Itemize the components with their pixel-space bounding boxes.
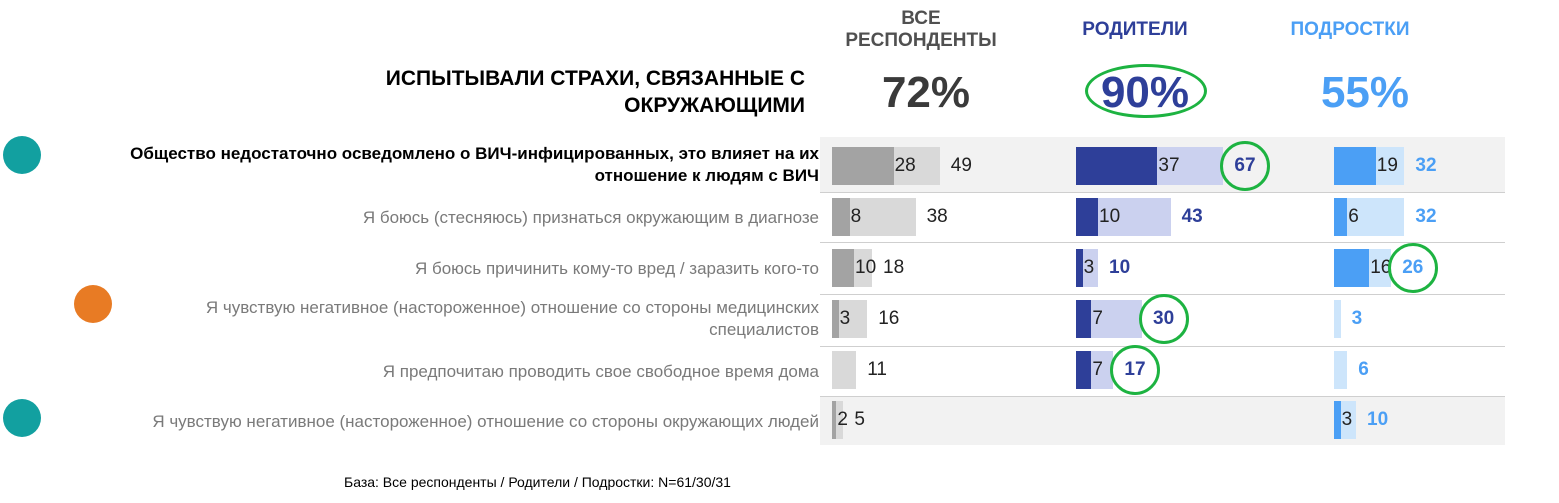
data-label-outer-all: 49 [950, 155, 972, 176]
data-label-outer-all: 18 [883, 257, 905, 278]
data-label-outer-teens: 3 [1351, 308, 1363, 329]
data-label-inner-teens: 3 [1341, 409, 1353, 430]
bar-inner-teens [1334, 249, 1370, 287]
row-separator [820, 346, 1505, 347]
group-header-all: ВСЕ РЕСПОНДЕНТЫ [845, 8, 997, 51]
bar-inner-all [832, 401, 837, 439]
bar-inner-parents [1076, 147, 1158, 185]
row-separator [820, 192, 1505, 193]
data-label-highlight-ring [1220, 141, 1271, 191]
data-label-inner-all: 3 [839, 308, 851, 329]
bar-inner-all [832, 147, 894, 185]
bar-inner-teens [1334, 147, 1376, 185]
data-label-inner-parents: 10 [1099, 206, 1121, 227]
group-total-highlight-ring [1085, 64, 1207, 118]
data-label-outer-teens: 32 [1415, 206, 1437, 227]
group-total-teens: 55% [1320, 68, 1410, 117]
category-label-1: Общество недостаточно осведомлено о ВИЧ-… [130, 144, 819, 185]
data-label-outer-teens: 32 [1415, 155, 1437, 176]
bar-inner-teens [1334, 401, 1341, 439]
data-label-inner-teens: 6 [1348, 206, 1359, 227]
bar-outer-teens [1334, 300, 1341, 338]
data-label-outer-all: 16 [878, 308, 900, 329]
data-label-outer-teens: 10 [1367, 409, 1389, 430]
data-label-inner-teens: 19 [1376, 155, 1398, 176]
data-label-inner-all: 28 [894, 155, 916, 176]
data-label-outer-teens: 6 [1358, 359, 1369, 380]
base-note: База: Все респонденты / Родители / Подро… [344, 474, 731, 490]
data-label-outer-all: 5 [854, 409, 865, 430]
data-label-inner-parents: 3 [1083, 257, 1095, 278]
group-header-teens: ПОДРОСТКИ [1290, 19, 1410, 40]
bar-inner-all [832, 249, 854, 287]
data-label-inner-teens: 16 [1370, 257, 1392, 278]
data-label-inner-all: 10 [855, 257, 877, 278]
row-separator [820, 242, 1505, 243]
category-label-6: Я чувствую негативное (настороженное) от… [152, 412, 819, 431]
row-highlight-6 [820, 397, 1505, 445]
bar-inner-parents [1076, 351, 1092, 389]
data-label-outer-all: 11 [867, 359, 887, 380]
bar-outer-teens [1334, 351, 1348, 389]
row-marker-teal [3, 399, 41, 437]
data-label-outer-parents: 43 [1181, 206, 1203, 227]
data-label-outer-all: 38 [926, 206, 948, 227]
chart-title: ИСПЫТЫВАЛИ СТРАХИ, СВЯЗАННЫЕ С ОКРУЖАЮЩИ… [385, 67, 805, 117]
bar-inner-teens [1334, 198, 1348, 236]
bar-inner-all [832, 300, 839, 338]
data-label-highlight-ring [1139, 294, 1189, 344]
bar-outer-all [832, 351, 857, 389]
data-label-inner-parents: 37 [1158, 155, 1180, 176]
category-label-3: Я боюсь причинить кому-то вред / заразит… [414, 259, 819, 278]
bar-outer-all [832, 401, 843, 439]
group-header-parents: РОДИТЕЛИ [1082, 19, 1188, 40]
bar-inner-parents [1076, 249, 1083, 287]
data-label-highlight-ring [1388, 243, 1439, 293]
bar-inner-all [832, 198, 850, 236]
category-label-2: Я боюсь (стесняюсь) признаться окружающи… [362, 208, 819, 227]
group-total-all: 72% [881, 68, 971, 117]
category-label-5: Я предпочитаю проводить свое свободное в… [382, 362, 819, 381]
row-marker-teal [3, 136, 41, 174]
row-separator [820, 396, 1505, 397]
data-label-outer-parents: 10 [1109, 257, 1131, 278]
bar-inner-parents [1076, 300, 1092, 338]
bar-inner-parents [1076, 198, 1098, 236]
data-label-inner-parents: 7 [1092, 308, 1103, 329]
data-label-highlight-ring [1110, 345, 1161, 395]
data-label-inner-parents: 7 [1092, 359, 1103, 380]
category-label-4: Я чувствую негативное (настороженное) от… [205, 298, 819, 339]
row-marker-orange [74, 285, 112, 323]
data-label-inner-all: 2 [837, 409, 848, 430]
data-label-inner-all: 8 [850, 206, 862, 227]
